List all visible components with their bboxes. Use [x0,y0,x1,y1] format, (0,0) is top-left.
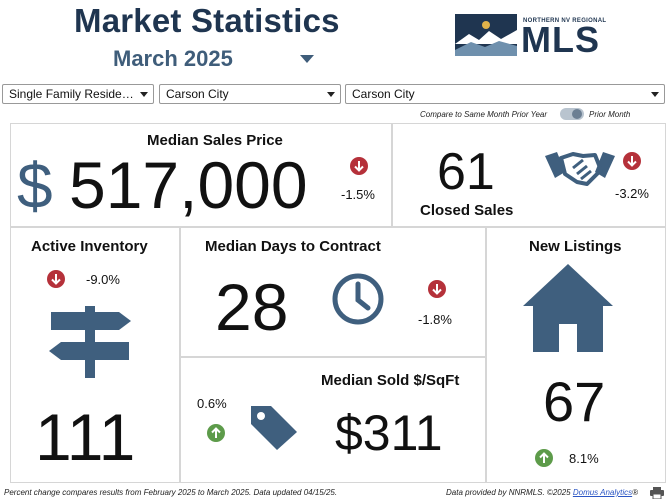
active-inventory-card: Active Inventory -9.0% 111 [10,227,180,483]
median-days-change: -1.8% [418,312,452,327]
page-title: Market Statistics [74,2,340,39]
median-days-label: Median Days to Contract [205,238,381,255]
chevron-down-icon[interactable] [327,92,335,97]
median-days-value: 28 [215,270,289,344]
active-inventory-label: Active Inventory [31,238,148,255]
median-sales-price-value: 517,000 [69,148,308,222]
closed-sales-label: Closed Sales [420,202,514,219]
median-days-card: Median Days to Contract 28 -1.8% [180,227,486,357]
property-type-select[interactable]: Single Family Residenc... [2,84,154,104]
signpost-icon [47,306,135,383]
compare-label-prior-month: Prior Month [589,110,631,119]
closed-sales-change: -3.2% [615,186,649,201]
down-arrow-icon [623,152,641,170]
sold-sqft-change: 0.6% [197,396,227,411]
clock-icon [331,272,385,331]
city-value-1: Carson City [166,87,229,101]
up-arrow-icon [535,449,553,467]
logo-subtitle: NORTHERN NV REGIONAL [523,18,607,24]
active-inventory-change: -9.0% [86,272,120,287]
mls-logo: NORTHERN NV REGIONAL MLS [455,14,615,60]
sold-sqft-card: Median Sold $/SqFt 0.6% $311 [180,357,486,483]
new-listings-label: New Listings [529,238,622,255]
mountain-logo-icon [455,14,517,56]
sold-sqft-label: Median Sold $/SqFt [321,372,460,389]
sold-sqft-value: $311 [335,405,443,461]
footer-credit-prefix: Data provided by NNRMLS. ©2025 [446,488,573,497]
down-arrow-icon [350,157,368,175]
compare-toggle[interactable] [560,108,584,120]
compare-label-prior-year: Compare to Same Month Prior Year [420,110,548,119]
down-arrow-icon [428,280,446,298]
property-type-value: Single Family Residenc... [9,87,136,101]
handshake-icon [543,146,617,195]
median-sales-price-change: -1.5% [341,187,375,202]
median-sales-price-card: Median Sales Price $ 517,000 -1.5% [10,123,392,227]
new-listings-change: 8.1% [569,451,599,466]
footer-note: Percent change compares results from Feb… [4,488,338,497]
print-icon[interactable] [650,486,664,500]
new-listings-card: New Listings 67 8.1% [486,227,666,483]
chevron-down-icon[interactable] [300,55,314,63]
new-listings-value: 67 [543,370,606,433]
median-sales-price-label: Median Sales Price [147,132,283,149]
up-arrow-icon [207,424,225,442]
footer-credit: Data provided by NNRMLS. ©2025 Domus Ana… [446,488,638,497]
closed-sales-value: 61 [437,143,495,201]
footer-credit-suffix: ® [632,488,639,497]
month-selector[interactable]: March 2025 [113,46,233,71]
domus-analytics-link[interactable]: Domus Analytics [572,488,633,497]
city-select-1[interactable]: Carson City [159,84,341,104]
dollar-icon: $ [17,150,53,222]
logo-text: MLS [521,19,600,60]
closed-sales-card: 61 Closed Sales -3.2% [392,123,666,227]
price-tag-icon [247,402,299,457]
chevron-down-icon[interactable] [140,92,148,97]
active-inventory-value: 111 [35,400,136,474]
chevron-down-icon[interactable] [651,92,659,97]
city-select-2[interactable]: Carson City [345,84,665,104]
city-value-2: Carson City [352,87,415,101]
down-arrow-icon [47,270,65,288]
house-icon [521,262,615,359]
